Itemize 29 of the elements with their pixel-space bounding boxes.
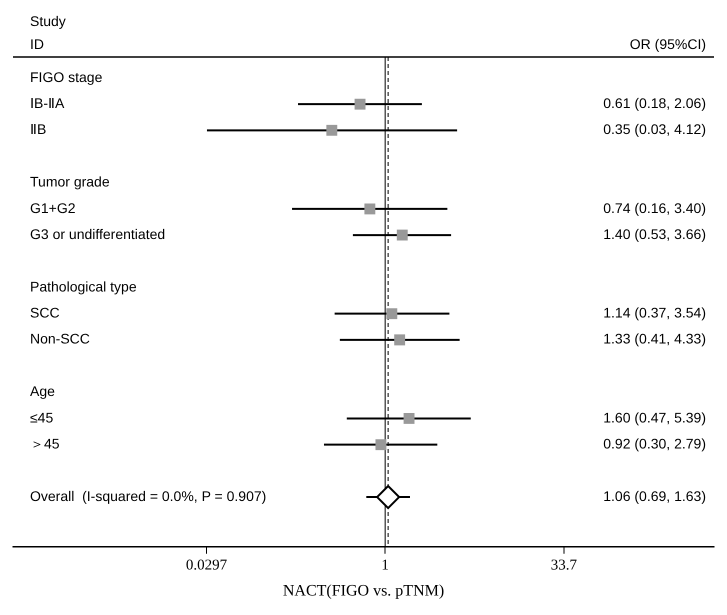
annotation: 0.35 (0.03, 4.12): [603, 121, 706, 138]
y-tick-label: Non-SCC: [30, 330, 90, 347]
y-tick-label: Age: [30, 383, 56, 400]
x-tick-label: 0.0297: [186, 558, 228, 574]
text: OR (95%CI): [630, 36, 706, 52]
y-tick-label: G1+G2: [30, 200, 76, 216]
y-tick-label: ≤45: [30, 409, 54, 426]
y-tick-label: G3 or undifferentiated: [30, 226, 166, 242]
y-tick-label: SCC: [30, 304, 60, 321]
y-tick-label: ⅠB-ⅡA: [30, 95, 65, 112]
x-tick-label: 1: [381, 558, 389, 574]
annotation: 1.14 (0.37, 3.54): [603, 304, 706, 321]
y-tick-label: Pathological type: [30, 278, 137, 294]
annotation: 0.74 (0.16, 3.40): [603, 200, 706, 216]
y-tick-label: ⅡB: [30, 121, 46, 138]
text: Study: [30, 12, 66, 29]
y-tick-label: Overall (I-squared = 0.0%, P = 0.907): [30, 488, 266, 504]
y-tick-label: ＞45: [30, 436, 60, 452]
annotation: 0.92 (0.30, 2.79): [603, 436, 706, 452]
annotation: 1.40 (0.53, 3.66): [603, 226, 706, 242]
y-tick-label: Tumor grade: [30, 174, 110, 190]
annotation: 0.61 (0.18, 2.06): [603, 95, 706, 112]
y-tick-label: FIGO stage: [30, 68, 103, 85]
annotation: 1.06 (0.69, 1.63): [603, 488, 706, 504]
annotation: 1.33 (0.41, 4.33): [603, 330, 706, 347]
text: ID: [30, 36, 44, 52]
x-tick-label: 33.7: [550, 558, 578, 574]
x-axis-title: NACT(FIGO vs. pTNM): [282, 582, 444, 600]
annotation: 1.60 (0.47, 5.39): [603, 409, 706, 426]
